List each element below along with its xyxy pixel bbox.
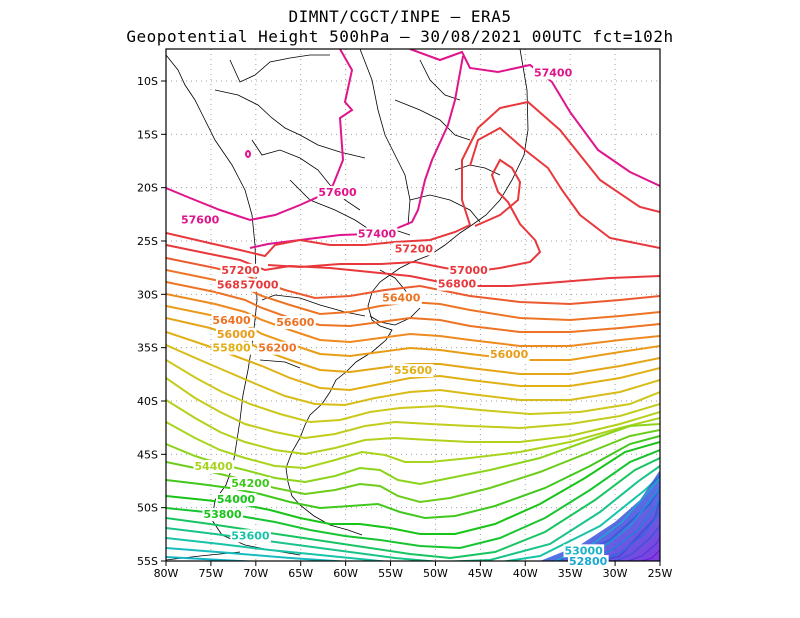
- contour-label: 57600: [318, 186, 357, 199]
- contour-label: 57000: [450, 264, 489, 277]
- contour-label: 57600: [181, 214, 220, 227]
- contour-label: 57200: [221, 264, 260, 277]
- contour-label: 56000: [490, 348, 529, 361]
- contour-label-bg: [356, 227, 398, 241]
- y-tick-label: 40S: [137, 395, 158, 408]
- contour-label: 57200: [395, 242, 434, 255]
- contour-label-bg: [230, 529, 271, 543]
- contour-label: 53000: [565, 544, 604, 557]
- y-tick-label: 20S: [137, 182, 158, 195]
- contour-label: 55600: [394, 364, 433, 377]
- contour-label-bg: [563, 544, 605, 558]
- contour-label-bg: [568, 555, 609, 568]
- contour-label: 56400: [212, 314, 251, 327]
- contour-label: 56800: [438, 278, 477, 291]
- contour-label-bg: [393, 242, 435, 256]
- contour-label-bg: [220, 263, 262, 277]
- x-tick-label: 35W: [558, 567, 583, 580]
- contour-label-bg: [275, 316, 316, 330]
- contour-label: 53800: [203, 508, 242, 521]
- contour-label-bg: [532, 66, 574, 80]
- x-tick-label: 75W: [198, 567, 223, 580]
- contour-label: 54000: [217, 493, 256, 506]
- x-axis-labels: 80W 75W 70W 65W 60W 55W 50W 45W 40W 35W 30W 25W: [154, 567, 673, 580]
- x-tick-label: 30W: [603, 567, 628, 580]
- contour-label: 55800: [212, 342, 251, 355]
- y-tick-label: 45S: [137, 448, 158, 461]
- contour-label-bg: [392, 364, 434, 378]
- x-tick-label: 40W: [513, 567, 538, 580]
- contour-label-bg: [202, 508, 244, 522]
- y-tick-label: 25S: [137, 235, 158, 248]
- contour-label: 57400: [534, 66, 573, 79]
- contour-label: 56200: [258, 342, 297, 355]
- chart-title-line1: DIMNT/CGCT/INPE — ERA5: [288, 7, 512, 26]
- contour-label: 53600: [231, 529, 270, 542]
- contour-label: 57400: [358, 228, 397, 241]
- x-tick-label: 50W: [423, 567, 448, 580]
- contour-label: 56600: [276, 316, 315, 329]
- x-tick-label: 60W: [333, 567, 358, 580]
- y-tick-label: 55S: [137, 555, 158, 568]
- x-tick-label: 80W: [154, 567, 179, 580]
- contour-label-bg: [215, 493, 257, 507]
- y-tick-label: 35S: [137, 342, 158, 355]
- plot-frame: [165, 48, 661, 562]
- contour-label: 56000: [217, 328, 256, 341]
- contour-label-bg: [257, 341, 298, 355]
- x-tick-label: 55W: [378, 567, 403, 580]
- small-closed-contour: [245, 150, 251, 158]
- contour-label-bg: [317, 185, 359, 199]
- x-tick-label: 65W: [288, 567, 313, 580]
- contour-label-bg: [211, 313, 253, 327]
- y-axis-labels: 10S 15S 20S 25S 30S 35S 40S 45S 50S 55S: [137, 75, 158, 568]
- y-tick-label: 50S: [137, 502, 158, 515]
- contour-label-bg: [239, 278, 280, 292]
- contour-label: 57000: [240, 279, 279, 292]
- contour-label-bg: [448, 263, 490, 277]
- x-tick-label: 70W: [243, 567, 268, 580]
- contour-label-bg: [488, 348, 530, 362]
- contour-label-bg: [436, 277, 478, 291]
- contour-label: 54400: [194, 460, 233, 473]
- contour-label-bg: [381, 291, 422, 305]
- contour-label-bg: [193, 460, 235, 474]
- dense-contour-fan: [540, 470, 660, 561]
- y-tick-label: 10S: [137, 75, 158, 88]
- contour-label-bg: [179, 213, 221, 227]
- y-tick-label: 15S: [137, 128, 158, 141]
- chart-title-line2: Geopotential Height 500hPa — 30/08/2021 …: [126, 27, 674, 46]
- contour-label: 52800: [569, 555, 608, 568]
- y-tick-label: 30S: [137, 288, 158, 301]
- height-contours: [166, 49, 660, 561]
- x-tick-label: 45W: [468, 567, 493, 580]
- contour-label: 54200: [231, 477, 270, 490]
- contour-label-bg: [215, 327, 257, 341]
- contour-label-bg: [211, 341, 253, 355]
- contour-label: 56400: [382, 292, 421, 305]
- x-tick-label: 25W: [648, 567, 673, 580]
- contour-label-bg: [230, 477, 271, 491]
